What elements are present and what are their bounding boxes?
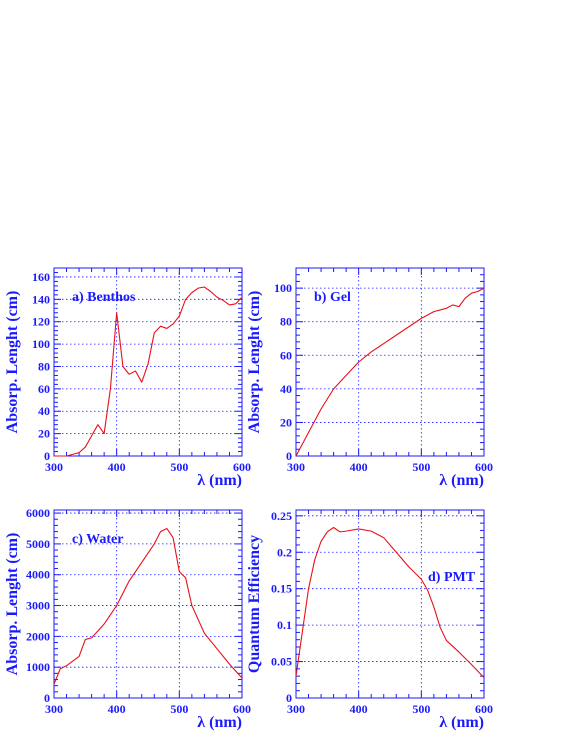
y-tick-label-4: 80 <box>280 315 292 329</box>
x-axis-label: λ (nm) <box>197 714 242 731</box>
panel-benthos: 300 400 500 600 0 20 40 60 80 100 120 140 160 λ (nm) A… <box>4 267 251 489</box>
panel-pmt: 300 400 500 600 0 0.05 0.1 0.15 0.2 0.25 λ (nm) Qua… <box>246 509 493 731</box>
x-tick-label-1: 400 <box>108 702 126 716</box>
series-line-benthos <box>54 286 243 457</box>
y-tick-label-0: 0 <box>286 449 292 463</box>
panel-gel: 300 400 500 600 0 20 40 60 80 100 λ (nm) Absorp. Le… <box>246 267 493 489</box>
panel-label-benthos: a) Benthos <box>72 290 136 305</box>
panel-label-gel: b) Gel <box>314 290 351 305</box>
panel-label-pmt: d) PMT <box>428 570 476 585</box>
x-tick-label-0: 300 <box>287 702 305 716</box>
y-tick-label-6: 6000 <box>26 506 50 520</box>
y-tick-label-4: 80 <box>38 359 50 373</box>
x-tick-label-3: 600 <box>233 460 251 474</box>
panel-label-water: c) Water <box>72 532 123 547</box>
y-tick-label-0: 0 <box>44 691 50 705</box>
x-tick-label-2: 500 <box>170 460 188 474</box>
y-tick-label-1: 20 <box>38 427 50 441</box>
y-axis-label: Quantum Efficiency <box>246 535 263 673</box>
y-tick-label-4: 4000 <box>26 568 50 582</box>
y-tick-label-6: 120 <box>32 315 50 329</box>
y-tick-label-3: 60 <box>280 348 292 362</box>
y-tick-label-7: 140 <box>32 292 50 306</box>
y-tick-label-0: 0 <box>286 691 292 705</box>
plot-frame <box>53 509 243 699</box>
x-tick-label-2: 500 <box>170 702 188 716</box>
y-tick-label-5: 100 <box>32 337 50 351</box>
x-tick-label-3: 600 <box>475 460 493 474</box>
y-tick-label-3: 3000 <box>26 599 50 613</box>
x-tick-label-3: 600 <box>475 702 493 716</box>
x-axis-label: λ (nm) <box>439 472 484 489</box>
series-line-water <box>53 527 243 685</box>
series-line-gel <box>295 287 485 457</box>
x-tick-label-3: 600 <box>233 702 251 716</box>
y-tick-label-2: 40 <box>280 382 292 396</box>
x-tick-label-0: 300 <box>287 460 305 474</box>
y-tick-label-5: 5000 <box>26 537 50 551</box>
y-tick-label-1: 1000 <box>26 660 50 674</box>
y-tick-label-8: 160 <box>32 270 50 284</box>
series-line-pmt <box>295 526 485 678</box>
x-tick-label-2: 500 <box>412 702 430 716</box>
x-tick-label-0: 300 <box>45 702 63 716</box>
y-tick-label-3: 0.15 <box>271 582 292 596</box>
y-tick-label-2: 40 <box>38 404 50 418</box>
y-tick-label-0: 0 <box>44 449 50 463</box>
x-tick-label-1: 400 <box>350 460 368 474</box>
y-tick-label-4: 0.2 <box>277 545 292 559</box>
y-tick-label-2: 0.1 <box>277 618 292 632</box>
plot-frame <box>295 509 485 699</box>
x-tick-label-2: 500 <box>412 460 430 474</box>
x-axis-label: λ (nm) <box>439 714 484 731</box>
y-axis-label: Absorp. Lenght (cm) <box>4 291 21 434</box>
y-tick-label-5: 100 <box>274 281 292 295</box>
y-tick-label-1: 20 <box>280 415 292 429</box>
x-tick-label-1: 400 <box>350 702 368 716</box>
y-tick-label-1: 0.05 <box>271 655 292 669</box>
x-tick-label-1: 400 <box>108 460 126 474</box>
x-axis-label: λ (nm) <box>197 472 242 489</box>
y-tick-label-2: 2000 <box>26 629 50 643</box>
y-tick-label-5: 0.25 <box>271 509 292 523</box>
y-axis-label: Absorp. Lenght (cm) <box>4 533 21 676</box>
y-axis-label: Absorp. Lenght (cm) <box>246 291 263 434</box>
y-tick-label-3: 60 <box>38 382 50 396</box>
x-tick-label-0: 300 <box>45 460 63 474</box>
